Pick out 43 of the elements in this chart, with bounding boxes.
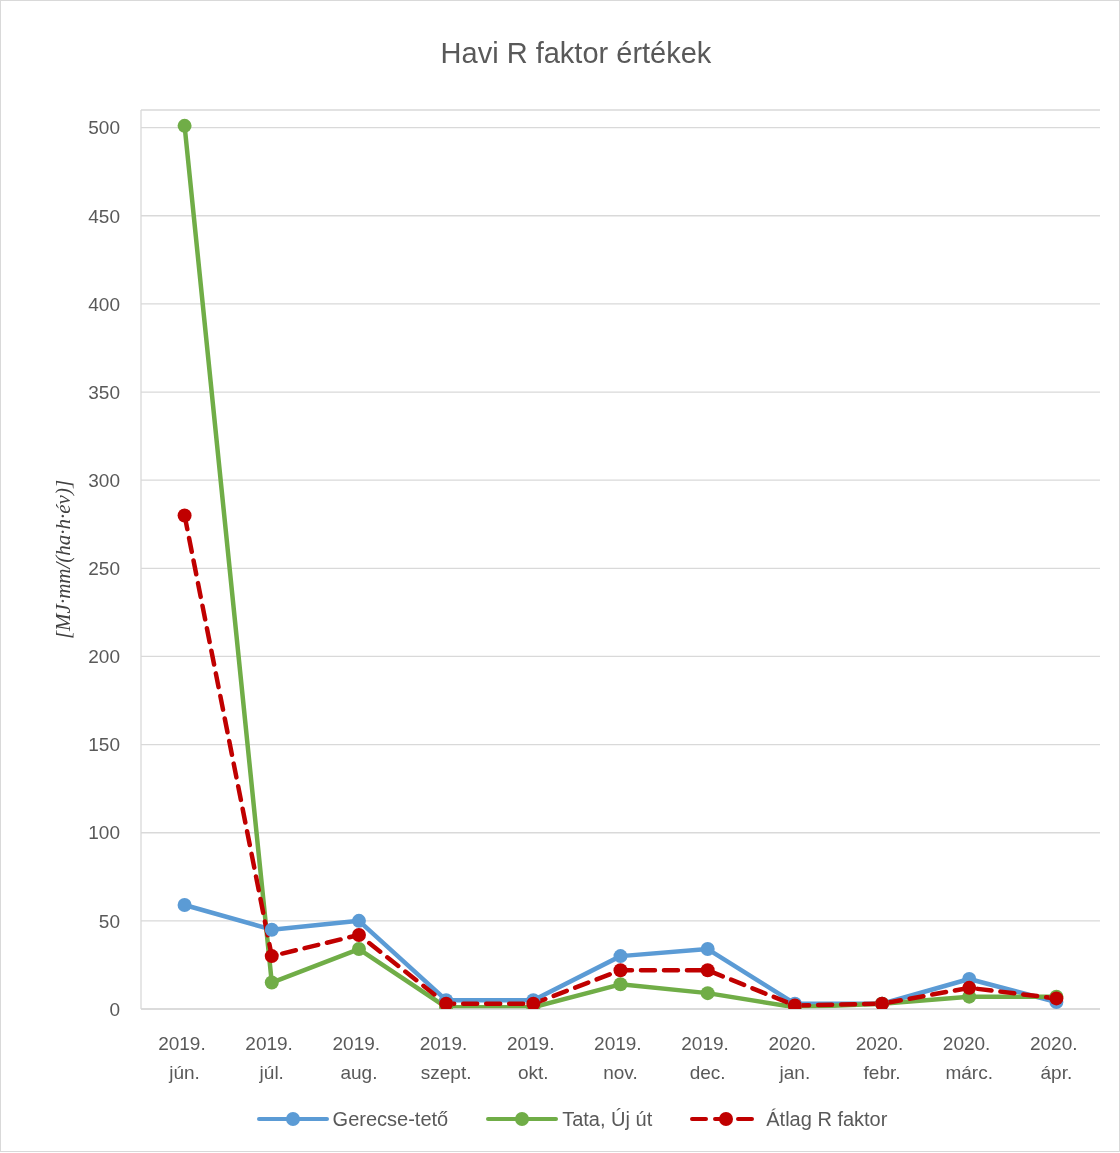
x-tick-label: 2019. szept.: [419, 1033, 473, 1083]
y-tick-label: 200: [88, 646, 120, 668]
y-tick-label: 400: [88, 293, 120, 315]
point: [613, 949, 628, 964]
y-tick-label: 500: [88, 117, 120, 139]
y-tick-label: 450: [88, 205, 120, 227]
y-tick-label: 0: [109, 998, 120, 1020]
point: [351, 913, 366, 928]
point: [700, 963, 715, 978]
x-tick-label: 2019. aug.: [332, 1033, 386, 1083]
legend-label: Tata, Új út: [562, 1107, 653, 1131]
point: [264, 949, 279, 964]
point: [351, 927, 366, 942]
point: [264, 975, 279, 990]
point: [613, 977, 628, 992]
point: [351, 942, 366, 957]
y-tick-label: 150: [88, 734, 120, 756]
y-tick-label: 350: [88, 381, 120, 403]
y-tick-label: 100: [88, 822, 120, 844]
y-tick-label: 300: [88, 469, 120, 491]
x-tick-label: 2020. márc.: [942, 1033, 996, 1083]
legend-label: Átlag R faktor: [766, 1107, 888, 1131]
x-tick-label: 2019. okt.: [506, 1033, 560, 1083]
x-tick-label: 2019. nov.: [594, 1033, 647, 1083]
x-tick-label: 2020. febr.: [855, 1033, 909, 1083]
x-tick-label: 2019. júl.: [245, 1033, 299, 1083]
point: [177, 508, 192, 523]
x-tick-label: 2019. jún.: [158, 1033, 211, 1083]
x-tick-label: 2020. ápr.: [1029, 1033, 1083, 1083]
y-tick-label: 50: [98, 910, 120, 932]
x-tick-label: 2019. dec.: [681, 1033, 735, 1083]
y-axis-title: [MJ·mm/(ha·h·év)]: [51, 479, 75, 640]
point: [962, 980, 977, 995]
point: [613, 963, 628, 978]
point: [264, 922, 279, 937]
y-tick-label: 250: [88, 558, 120, 580]
chart-title: Havi R faktor értékek: [439, 37, 713, 70]
point: [700, 942, 715, 957]
point: [177, 118, 192, 133]
legend-label: Gerecse-tető: [332, 1107, 449, 1131]
point: [177, 898, 192, 912]
point: [700, 986, 715, 1001]
x-tick-label: 2020. jan.: [768, 1033, 822, 1083]
